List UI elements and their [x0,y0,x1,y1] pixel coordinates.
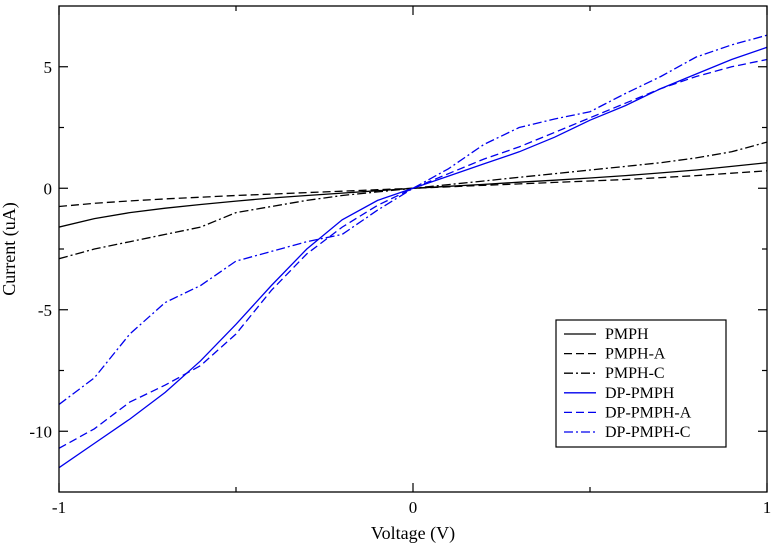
legend-label: DP-PMPH-A [605,404,692,421]
plot-area: -1 0 1-10-505PMPHPMPH-APMPH-CDP-PMPHDP-PMP… [29,5,772,517]
y-tick-label: 0 [44,179,53,198]
x-tick-label: 1 [763,498,772,517]
x-tick-label: 0 [409,498,418,517]
series-line-pmph-c [59,141,767,260]
x-axis-title: Voltage (V) [371,523,455,544]
legend-label: PMPH-A [605,346,666,363]
legend-label: PMPH [605,326,649,343]
legend-label: PMPH-C [605,365,665,382]
series-line-dp-pmph-c [59,34,767,406]
y-tick-label: -5 [38,301,52,320]
series-line-pmph [59,162,767,228]
y-tick-label: -10 [29,422,52,441]
x-tick-label: -1 [52,498,66,517]
series-line-dp-pmph-a [59,58,767,449]
y-axis-title: Current (uA) [0,202,20,295]
y-tick-label: 5 [44,58,53,77]
legend-box [555,319,727,448]
legend-label: DP-PMPH-C [605,424,690,441]
legend-label: DP-PMPH [605,385,675,402]
